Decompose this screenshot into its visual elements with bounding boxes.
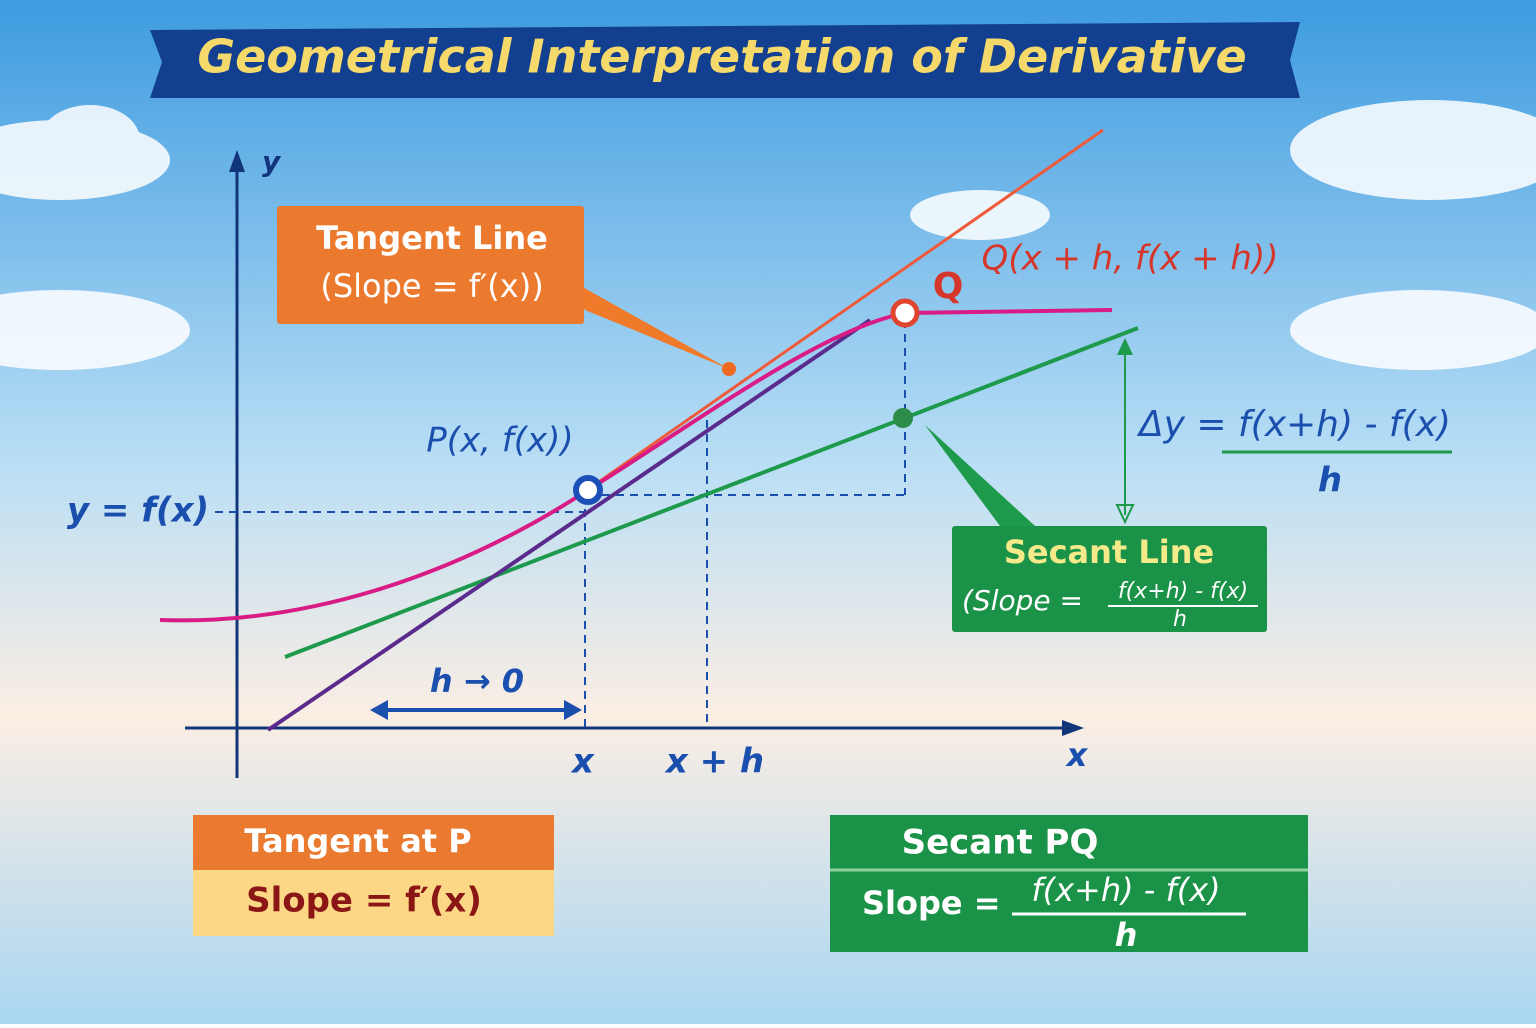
summary-title: Tangent at P — [244, 822, 471, 860]
point-q — [890, 298, 920, 328]
p-label: P(x, f(x)) — [426, 421, 573, 461]
callout-title: Secant Line — [1004, 533, 1214, 571]
x-axis-label: x — [1065, 736, 1089, 774]
x-axis-arrow — [1062, 720, 1084, 736]
summary-tangent-body — [193, 870, 554, 936]
delta-denominator: h — [1318, 461, 1342, 501]
summary-slope: Slope = — [862, 884, 1001, 922]
summary-slope: Slope = f′(x) — [246, 881, 482, 921]
secant-point — [893, 408, 913, 428]
callout-pointer — [570, 280, 729, 369]
title: Geometrical Interpretation of Derivative — [197, 30, 1246, 84]
point-p — [573, 475, 603, 505]
x-tick-label: x — [570, 742, 595, 782]
callout-slope: (Slope = f′(x)) — [320, 267, 543, 305]
delta-arrow-head — [1115, 504, 1135, 525]
curve-label: y = f(x) — [67, 491, 209, 531]
guides — [215, 320, 906, 728]
callout-title: Tangent Line — [316, 219, 548, 257]
delta-arrow-head — [1117, 338, 1133, 355]
summary-tangent-header — [193, 815, 554, 870]
summary-numerator: f(x+h) - f(x) — [1031, 871, 1220, 909]
summary-secant — [830, 815, 1308, 952]
tangent-extension — [266, 318, 872, 732]
callout-pointer — [925, 425, 1035, 526]
h-arrow-head — [370, 700, 388, 720]
clouds — [0, 100, 1536, 370]
tangent-callout — [277, 206, 584, 324]
secant-line — [284, 326, 1139, 659]
tangent-line — [589, 128, 1104, 490]
summary-denominator: h — [1115, 916, 1138, 954]
callout-denominator: h — [1173, 607, 1187, 632]
h-arrow-head — [564, 700, 582, 720]
q-label: Q(x + h, f(x + h)) — [982, 239, 1279, 279]
h-limit: h → 0 — [430, 662, 524, 700]
callout-slope: (Slope = — [962, 584, 1083, 617]
title-banner — [150, 22, 1300, 98]
y-axis-label: y — [262, 145, 282, 178]
y-axis-arrow — [229, 150, 245, 172]
x-tick-label: x + h — [664, 742, 764, 782]
delta-numerator: Δy = f(x+h) - f(x) — [1136, 404, 1451, 445]
summary-title: Secant PQ — [902, 823, 1099, 863]
q-letter: Q — [933, 266, 964, 307]
callout-numerator: f(x+h) - f(x) — [1118, 579, 1248, 604]
